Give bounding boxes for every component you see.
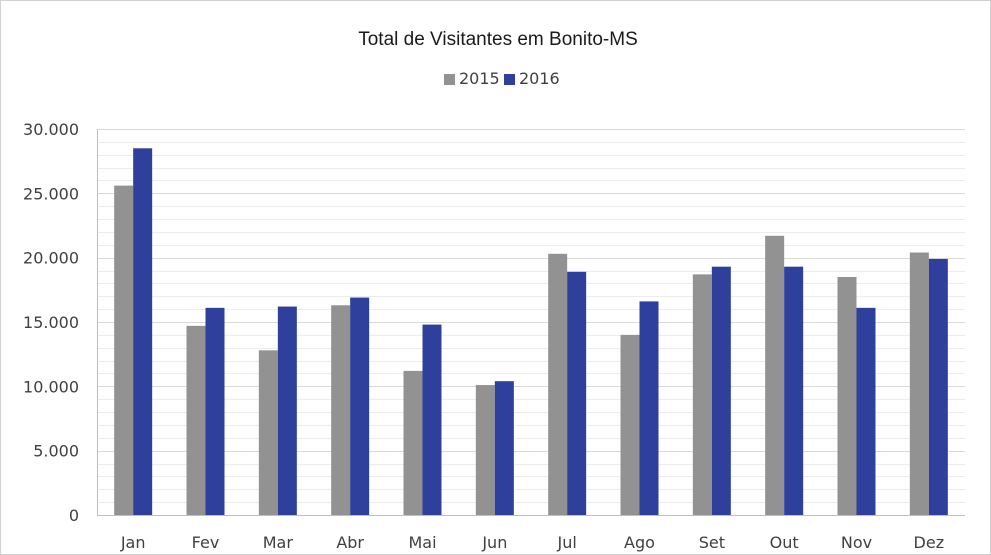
y-tick-label: 25.000 — [23, 184, 79, 203]
bar-2015-jul — [548, 253, 568, 515]
legend-label-2015: 2015 — [459, 69, 500, 88]
bar-2016-fev — [205, 307, 225, 515]
y-axis: 0 5.000 10.000 15.000 20.000 25.000 30.000 — [23, 120, 79, 525]
bar-2016-jun — [494, 381, 514, 515]
y-tick-label: 10.000 — [23, 377, 79, 396]
x-tick-label: Out — [770, 533, 799, 552]
bars — [114, 148, 948, 516]
x-tick-label: Nov — [841, 533, 872, 552]
bar-2015-ago — [620, 334, 640, 515]
bar-2015-jan — [114, 185, 134, 515]
x-tick-label: Jun — [481, 533, 507, 552]
x-tick-label: Mai — [408, 533, 436, 552]
legend-label-2016: 2016 — [519, 69, 560, 88]
legend: 2015 2016 — [444, 69, 560, 88]
bar-2016-abr — [350, 297, 370, 515]
bar-2015-jun — [475, 385, 495, 515]
legend-swatch-2016 — [504, 74, 515, 85]
gridlines — [97, 129, 965, 516]
bar-2015-nov — [837, 276, 857, 515]
bar-2016-mai — [422, 324, 442, 515]
bar-2015-out — [765, 235, 785, 515]
y-tick-label: 5.000 — [33, 442, 79, 461]
bar-2015-abr — [331, 305, 351, 515]
x-tick-label: Fev — [192, 533, 220, 552]
x-tick-label: Jul — [557, 533, 577, 552]
bar-2016-nov — [856, 307, 876, 515]
x-tick-label: Dez — [914, 533, 945, 552]
x-axis: Jan Fev Mar Abr Mai Jun Jul Ago Set Out Nov Dez — [120, 533, 944, 552]
x-tick-label: Jan — [120, 533, 146, 552]
chart-title: Total de Visitantes em Bonito-MS — [358, 29, 638, 50]
x-tick-label: Set — [699, 533, 725, 552]
bar-2015-mar — [258, 350, 278, 515]
y-tick-label: 15.000 — [23, 313, 79, 332]
bar-2016-dez — [928, 258, 948, 515]
y-tick-label: 0 — [69, 506, 79, 525]
bar-2016-jul — [567, 271, 587, 515]
bar-2015-dez — [909, 252, 929, 515]
x-tick-label: Abr — [336, 533, 364, 552]
bar-2016-mar — [277, 306, 297, 515]
y-tick-label: 30.000 — [23, 120, 79, 139]
bar-2015-fev — [186, 325, 206, 515]
bar-2015-set — [692, 274, 712, 515]
x-tick-label: Mar — [263, 533, 294, 552]
bar-2016-set — [711, 266, 731, 515]
bar-2015-mai — [403, 370, 423, 515]
bar-2016-jan — [133, 148, 153, 516]
y-tick-label: 20.000 — [23, 249, 79, 268]
legend-swatch-2015 — [444, 74, 455, 85]
x-tick-label: Ago — [624, 533, 655, 552]
bar-2016-ago — [639, 301, 659, 515]
bar-2016-out — [784, 266, 804, 515]
